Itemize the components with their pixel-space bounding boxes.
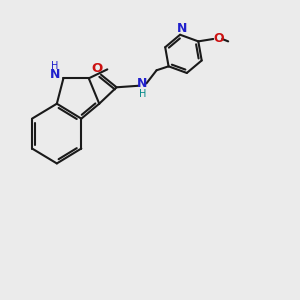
- Text: N: N: [176, 22, 187, 35]
- Text: N: N: [137, 77, 148, 90]
- Text: O: O: [213, 32, 224, 45]
- Text: H: H: [51, 61, 59, 71]
- Text: H: H: [139, 89, 146, 99]
- Text: O: O: [92, 62, 103, 75]
- Text: N: N: [50, 68, 60, 81]
